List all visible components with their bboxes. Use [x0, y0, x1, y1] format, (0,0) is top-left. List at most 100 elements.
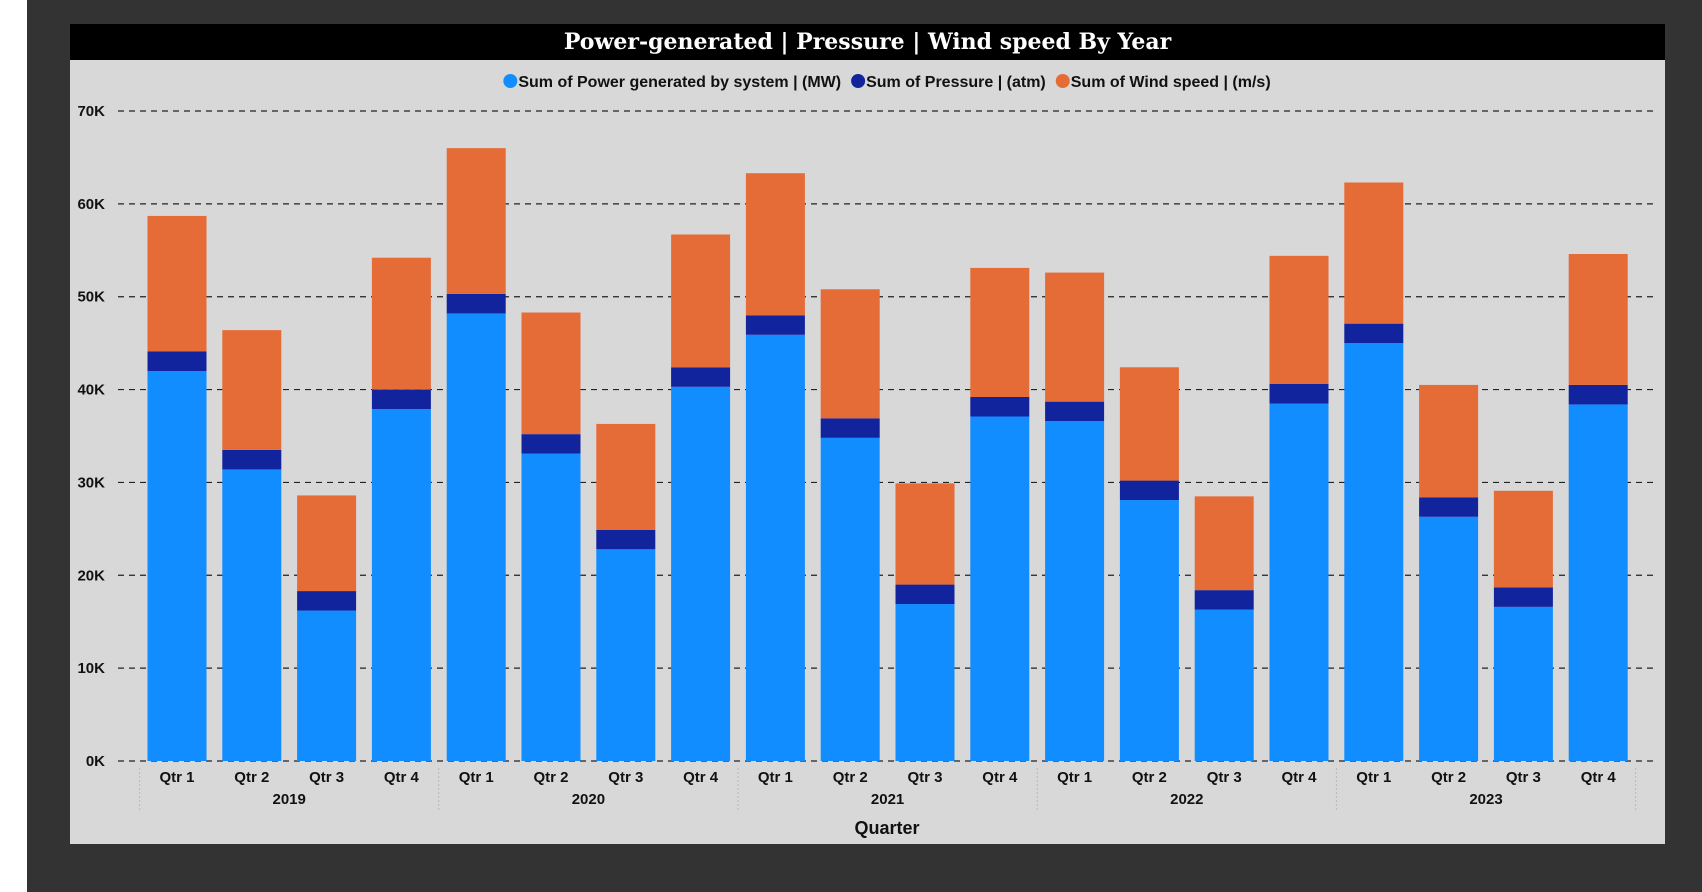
- bar-segment-series-2: [1194, 590, 1254, 610]
- bar-segment-series-2: [745, 315, 805, 335]
- bar-segment-series-3: [1045, 272, 1105, 402]
- y-tick-label: 20K: [77, 567, 105, 584]
- x-tick-label: Qtr 3: [309, 769, 344, 786]
- bar-segment-series-1: [1269, 403, 1329, 761]
- bar-segment-series-3: [1194, 496, 1254, 591]
- bar-segment-series-3: [1493, 490, 1553, 588]
- bar-segment-series-3: [596, 423, 656, 530]
- legend-marker: [851, 74, 866, 88]
- x-tick-label: Qtr 4: [384, 769, 420, 786]
- bar-segment-series-2: [671, 367, 731, 387]
- bar-segment-series-2: [1419, 497, 1479, 517]
- x-tick-label: Qtr 1: [758, 769, 793, 786]
- x-tick-label: Qtr 2: [1431, 769, 1466, 786]
- bar-segment-series-3: [1568, 254, 1628, 385]
- bar-segment-series-1: [297, 610, 357, 761]
- bar-segment-series-2: [371, 389, 431, 410]
- x-tick-label: Qtr 1: [159, 769, 194, 786]
- bar-segment-series-3: [970, 267, 1030, 397]
- bar-segment-series-3: [446, 148, 506, 294]
- bar-segment-series-3: [820, 289, 880, 419]
- bar-segment-series-2: [1045, 401, 1105, 422]
- bar-segment-series-3: [297, 495, 357, 592]
- bar-segment-series-1: [147, 371, 207, 761]
- y-tick-label: 10K: [77, 660, 105, 677]
- bar-segment-series-3: [745, 173, 805, 316]
- bar-segment-series-2: [1568, 384, 1628, 405]
- legend-marker: [1055, 74, 1070, 88]
- legend: Sum of Power generated by system | (MW) S…: [503, 74, 1271, 91]
- bar-segment-series-3: [521, 312, 581, 435]
- x-tick-label: Qtr 2: [1132, 769, 1167, 786]
- x-group-label: 2019: [273, 791, 306, 808]
- bar-segment-series-1: [1119, 500, 1179, 761]
- x-group-label: 2021: [871, 791, 904, 808]
- bar-segment-series-3: [1419, 384, 1479, 498]
- bar-segment-series-3: [1119, 367, 1179, 481]
- bar-segment-series-1: [1568, 404, 1628, 761]
- bar-segment-series-2: [1344, 323, 1404, 344]
- x-tick-label: Qtr 2: [234, 769, 269, 786]
- bar-segment-series-3: [895, 483, 955, 585]
- bar-segment-series-1: [745, 334, 805, 761]
- bar-segment-series-1: [970, 416, 1030, 761]
- x-tick-label: Qtr 3: [1207, 769, 1242, 786]
- x-tick-label: Qtr 2: [833, 769, 868, 786]
- bar-segment-series-1: [596, 549, 656, 761]
- bar-segment-series-3: [1344, 182, 1404, 324]
- bar-segment-series-1: [895, 604, 955, 761]
- bar-segment-series-2: [1119, 480, 1179, 501]
- bar-segment-series-2: [970, 397, 1030, 417]
- x-group-label: 2023: [1469, 791, 1502, 808]
- x-tick-label: Qtr 2: [533, 769, 568, 786]
- bar-segment-series-2: [446, 293, 506, 314]
- legend-label: Sum of Wind speed | (m/s): [1071, 74, 1271, 91]
- x-tick-label: Qtr 4: [982, 769, 1018, 786]
- x-group-label: 2022: [1170, 791, 1203, 808]
- x-tick-label: Qtr 3: [1506, 769, 1541, 786]
- bar-segment-series-1: [1419, 516, 1479, 761]
- bar-segment-series-2: [820, 418, 880, 438]
- bar-segment-series-2: [1269, 384, 1329, 404]
- x-tick-label: Qtr 4: [683, 769, 719, 786]
- chart-title: Power-generated | Pressure | Wind speed …: [70, 24, 1665, 60]
- bar-segment-series-2: [596, 529, 656, 550]
- bar-segment-series-1: [1493, 606, 1553, 761]
- bar-segment-series-2: [147, 351, 207, 371]
- legend-label: Sum of Pressure | (atm): [866, 74, 1046, 91]
- bar-segment-series-2: [895, 584, 955, 605]
- y-tick-label: 50K: [77, 289, 105, 306]
- x-tick-label: Qtr 4: [1281, 769, 1317, 786]
- bar-segment-series-2: [1493, 587, 1553, 607]
- y-tick-label: 0K: [86, 753, 105, 770]
- x-tick-label: Qtr 4: [1581, 769, 1617, 786]
- legend-label: Sum of Power generated by system | (MW): [518, 74, 841, 91]
- bar-segment-series-1: [1344, 343, 1404, 761]
- bar-segment-series-3: [371, 257, 431, 390]
- bar-segment-series-1: [446, 313, 506, 761]
- y-tick-label: 60K: [77, 196, 105, 213]
- axes: 0K 10K 20K 30K 40K 50K 60K 70K Qtr 1 Qtr 2 Qtr 3 Qt…: [77, 103, 1637, 812]
- y-tick-label: 40K: [77, 382, 105, 399]
- bar-segment-series-1: [1194, 609, 1254, 761]
- x-axis-title: Quarter: [854, 818, 919, 838]
- bar-segment-series-3: [147, 215, 207, 352]
- bar-segment-series-1: [222, 469, 282, 761]
- bar-segment-series-1: [1045, 421, 1105, 761]
- bar-segment-series-1: [671, 386, 731, 761]
- bar-segment-series-1: [820, 437, 880, 761]
- legend-marker: [503, 74, 518, 88]
- x-tick-label: Qtr 3: [608, 769, 643, 786]
- bars: [147, 148, 1628, 761]
- x-tick-label: Qtr 1: [459, 769, 494, 786]
- x-group-label: 2020: [572, 791, 605, 808]
- y-tick-label: 30K: [77, 474, 105, 491]
- x-tick-label: Qtr 3: [907, 769, 942, 786]
- x-tick-label: Qtr 1: [1057, 769, 1092, 786]
- y-tick-label: 70K: [77, 103, 105, 120]
- bar-segment-series-3: [671, 234, 731, 368]
- bar-segment-series-3: [1269, 255, 1329, 384]
- x-tick-label: Qtr 1: [1356, 769, 1391, 786]
- bar-segment-series-2: [222, 449, 282, 470]
